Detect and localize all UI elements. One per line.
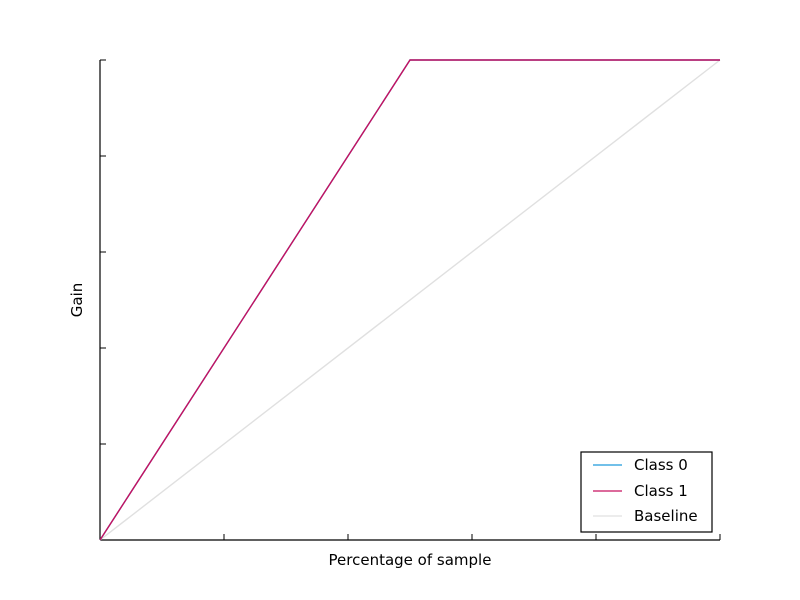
axes [99, 59, 721, 541]
x-ticks [99, 534, 721, 540]
x-axis-label: Percentage of sample [329, 551, 492, 569]
legend-label-baseline: Baseline [634, 507, 698, 525]
series-line-class-1 [99, 59, 720, 541]
y-ticks [100, 59, 106, 541]
legend-label-class-1: Class 1 [634, 482, 688, 500]
series-layer [99, 59, 721, 541]
legend-box [580, 451, 713, 533]
y-axis-label: Gain [68, 283, 86, 318]
legend: Class 0 Class 1 Baseline [580, 451, 713, 533]
legend-label-class-0: Class 0 [634, 456, 688, 474]
series-line-baseline [99, 59, 721, 541]
